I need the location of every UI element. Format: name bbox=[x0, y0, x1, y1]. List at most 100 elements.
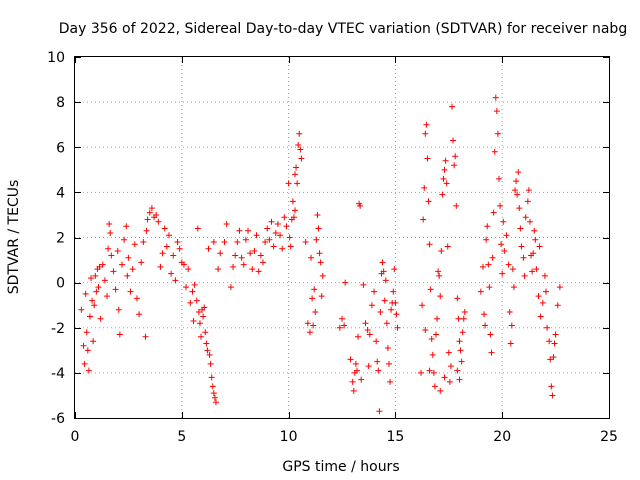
data-point-marker bbox=[107, 229, 114, 236]
data-point-marker bbox=[393, 311, 400, 318]
data-point-marker bbox=[180, 261, 187, 268]
data-point-marker bbox=[247, 250, 254, 257]
data-point-marker bbox=[292, 207, 299, 214]
y-tick-label: -2 bbox=[51, 321, 65, 337]
data-point-marker bbox=[489, 254, 496, 261]
data-point-marker bbox=[110, 268, 117, 275]
data-point-marker bbox=[547, 356, 554, 363]
data-point-marker bbox=[460, 315, 467, 322]
data-point-marker bbox=[434, 315, 441, 322]
data-point-marker bbox=[99, 261, 106, 268]
data-point-marker bbox=[436, 272, 443, 279]
data-point-marker bbox=[368, 302, 375, 309]
data-point-marker bbox=[310, 322, 317, 329]
data-point-marker bbox=[481, 311, 488, 318]
data-point-marker bbox=[89, 297, 96, 304]
data-point-marker bbox=[500, 218, 507, 225]
data-point-marker bbox=[88, 275, 95, 282]
data-point-marker bbox=[444, 243, 451, 250]
y-axis-label: SDTVAR / TECUs bbox=[6, 180, 22, 295]
data-point-marker bbox=[532, 236, 539, 243]
data-point-marker bbox=[425, 198, 432, 205]
data-point-marker bbox=[350, 387, 357, 394]
x-tick-label: 0 bbox=[71, 429, 80, 445]
data-point-marker bbox=[319, 272, 326, 279]
data-point-marker bbox=[277, 232, 284, 239]
data-point-marker bbox=[426, 241, 433, 248]
y-tick-label: -6 bbox=[51, 411, 65, 427]
data-point-marker bbox=[349, 378, 356, 385]
data-point-marker bbox=[86, 313, 93, 320]
data-point-marker bbox=[517, 225, 524, 232]
data-point-marker bbox=[142, 333, 149, 340]
x-axis-label: GPS time / hours bbox=[282, 459, 399, 475]
data-point-marker bbox=[390, 288, 397, 295]
data-point-marker bbox=[492, 94, 499, 101]
data-point-marker bbox=[556, 284, 563, 291]
data-point-marker bbox=[375, 367, 382, 374]
data-point-marker bbox=[296, 130, 303, 137]
data-point-marker bbox=[191, 281, 198, 288]
data-point-marker bbox=[458, 358, 465, 365]
data-point-marker bbox=[255, 268, 262, 275]
data-point-marker bbox=[193, 297, 200, 304]
data-point-marker bbox=[521, 272, 528, 279]
data-point-marker bbox=[316, 250, 323, 257]
data-point-marker bbox=[371, 288, 378, 295]
data-point-marker bbox=[423, 121, 430, 128]
x-tick-label: 15 bbox=[386, 429, 404, 445]
data-point-marker bbox=[454, 295, 461, 302]
data-point-marker bbox=[487, 331, 494, 338]
data-point-marker bbox=[494, 130, 501, 137]
data-point-marker bbox=[486, 284, 493, 291]
data-point-marker bbox=[264, 225, 271, 232]
data-point-marker bbox=[437, 293, 444, 300]
data-point-marker bbox=[441, 166, 448, 173]
data-point-marker bbox=[136, 311, 143, 318]
y-tick-label: -4 bbox=[51, 366, 65, 382]
data-point-marker bbox=[190, 317, 197, 324]
data-point-marker bbox=[418, 369, 425, 376]
data-point-marker bbox=[83, 329, 90, 336]
data-point-marker bbox=[285, 180, 292, 187]
data-point-marker bbox=[115, 306, 122, 313]
data-point-marker bbox=[525, 187, 532, 194]
data-point-marker bbox=[223, 220, 230, 227]
data-point-marker bbox=[512, 187, 519, 194]
data-point-marker bbox=[382, 277, 389, 284]
data-point-marker bbox=[515, 169, 522, 176]
data-point-marker bbox=[210, 390, 217, 397]
data-point-marker bbox=[313, 236, 320, 243]
data-point-marker bbox=[456, 338, 463, 345]
data-point-marker bbox=[535, 293, 542, 300]
data-point-marker bbox=[544, 324, 551, 331]
data-point-marker bbox=[168, 270, 175, 277]
data-point-marker bbox=[203, 340, 210, 347]
x-tick-label: 25 bbox=[600, 429, 618, 445]
data-point-marker bbox=[508, 322, 515, 329]
data-point-marker bbox=[201, 304, 208, 311]
data-point-marker bbox=[358, 376, 365, 383]
data-point-marker bbox=[426, 367, 433, 374]
grid-lines bbox=[75, 57, 609, 418]
data-point-marker bbox=[432, 331, 439, 338]
data-point-marker bbox=[106, 220, 113, 227]
data-point-marker bbox=[501, 248, 508, 255]
data-point-marker bbox=[230, 263, 237, 270]
data-point-marker bbox=[272, 229, 279, 236]
y-tick-label: 2 bbox=[56, 231, 65, 247]
data-point-marker bbox=[364, 327, 371, 334]
data-point-marker bbox=[495, 175, 502, 182]
data-point-marker bbox=[550, 354, 557, 361]
data-point-marker bbox=[447, 363, 454, 370]
data-point-marker bbox=[297, 146, 304, 153]
data-point-marker bbox=[318, 293, 325, 300]
data-point-marker bbox=[430, 369, 437, 376]
data-point-marker bbox=[174, 239, 181, 246]
y-tick-label: 0 bbox=[56, 276, 65, 292]
data-point-marker bbox=[505, 261, 512, 268]
data-point-marker bbox=[541, 272, 548, 279]
data-point-marker bbox=[104, 293, 111, 300]
data-point-marker bbox=[509, 266, 516, 273]
data-point-marker bbox=[459, 329, 466, 336]
